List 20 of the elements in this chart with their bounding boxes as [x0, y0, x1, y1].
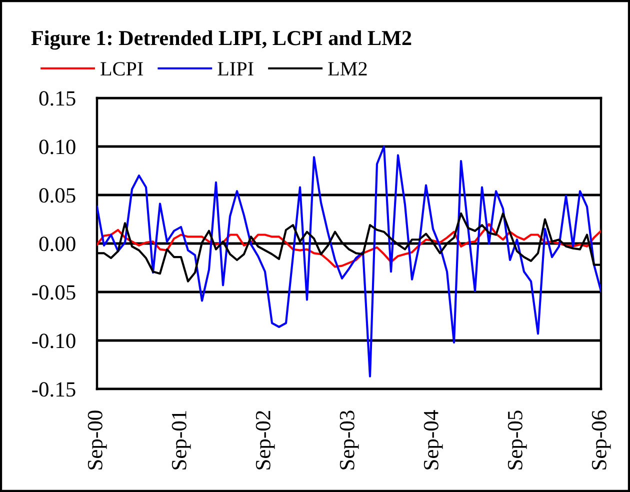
y-tick-label: -0.05: [32, 285, 76, 300]
x-tick-label: Sep-06: [592, 410, 611, 470]
y-tick-label: 0.05: [39, 188, 76, 203]
y-tick-label: 0.10: [39, 140, 76, 154]
legend-label: LM2: [328, 62, 367, 76]
line-series: [97, 145, 601, 378]
x-tick-label: Sep-01: [172, 411, 191, 470]
x-tick-label: Sep-05: [508, 410, 527, 470]
legend-label: LIPI: [218, 62, 254, 76]
x-tick-label: Sep-03: [340, 410, 359, 470]
y-tick-label: -0.15: [32, 382, 76, 397]
x-tick-label: Sep-02: [256, 411, 275, 470]
y-tick-label: 0.00: [39, 236, 76, 252]
chart-title: Figure 1: Detrended LIPI, LCPI and LM2: [31, 30, 412, 50]
y-tick-label: -0.10: [32, 334, 76, 348]
x-tick-label: Sep-04: [424, 410, 443, 470]
x-tick-label: Sep-00: [88, 410, 107, 470]
legend-label: LCPI: [100, 62, 143, 76]
line-series: [97, 223, 601, 268]
y-tick-label: 0.15: [39, 91, 76, 106]
